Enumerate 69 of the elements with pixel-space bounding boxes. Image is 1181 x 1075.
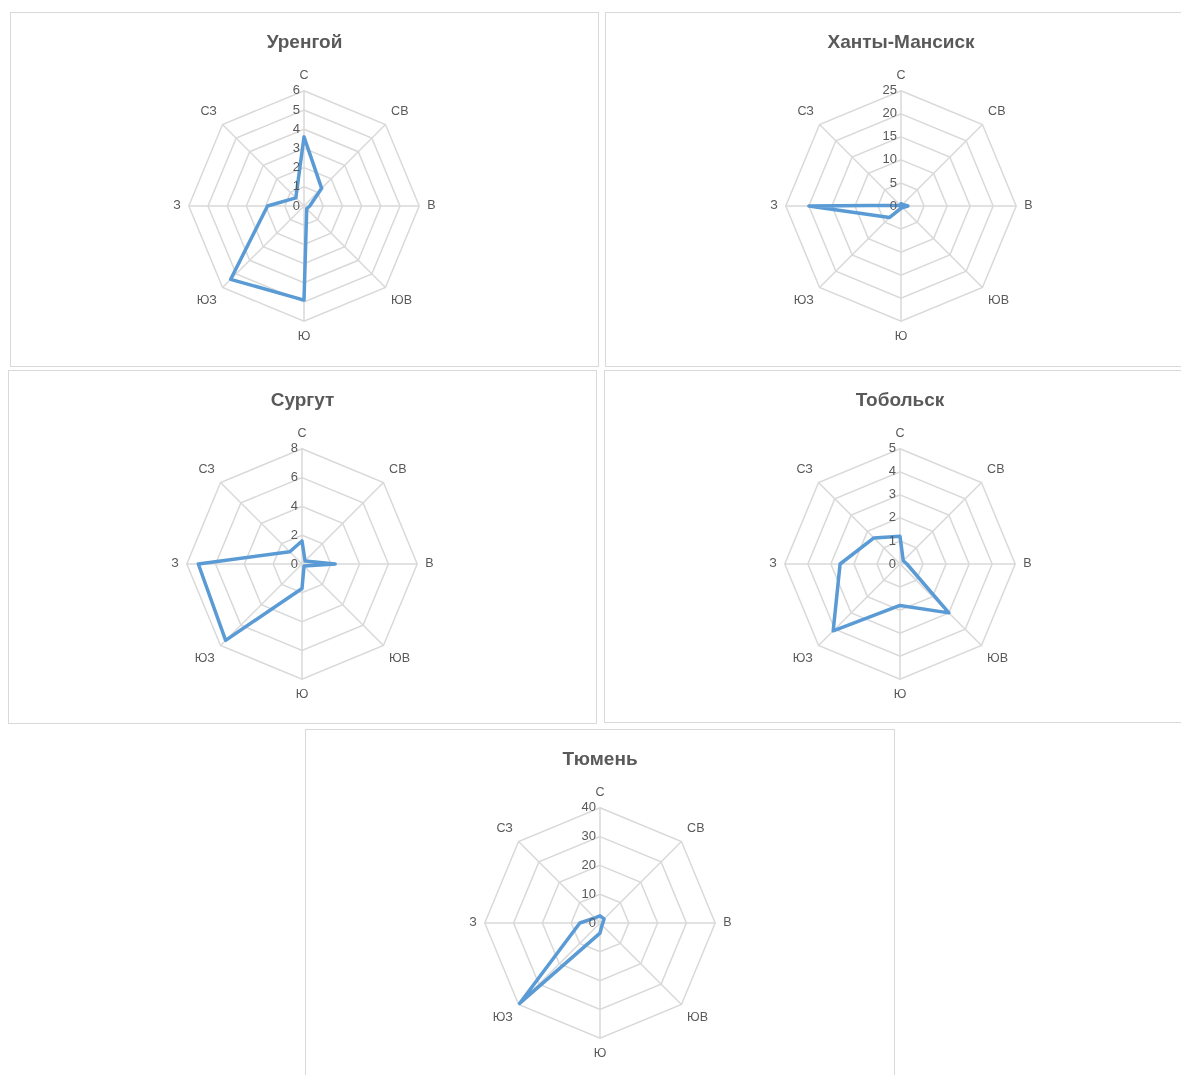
y-tick-label: 0 xyxy=(290,555,298,571)
y-tick-label: 20 xyxy=(581,856,596,872)
spoke-label: СЗ xyxy=(796,461,813,476)
spoke-label: С xyxy=(297,425,307,440)
chart-title: Уренгой xyxy=(266,30,343,52)
y-tick-label: 0 xyxy=(292,197,300,213)
spoke-label: З xyxy=(769,556,777,571)
y-tick-label: 2 xyxy=(290,526,298,542)
chart-title: Тюмень xyxy=(562,747,638,769)
spoke-label: ЮВ xyxy=(987,651,1009,666)
spoke-label: Ю xyxy=(297,329,311,344)
spoke-label: СВ xyxy=(687,820,705,835)
spoke-label: ЮВ xyxy=(391,293,413,308)
y-tick-label: 5 xyxy=(889,174,897,190)
spoke-label: В xyxy=(425,556,434,571)
y-tick-label: 30 xyxy=(581,828,596,844)
y-tick-label: 10 xyxy=(581,885,596,901)
y-tick-label: 8 xyxy=(290,440,298,456)
spoke-label: З xyxy=(770,198,778,213)
spoke-label: ЮВ xyxy=(687,1010,709,1025)
spoke-label: СВ xyxy=(988,103,1006,118)
chart-title: Тобольск xyxy=(855,388,945,410)
spoke-label: СВ xyxy=(389,461,407,476)
y-tick-label: 10 xyxy=(882,151,897,167)
spoke-label: В xyxy=(1023,556,1032,571)
spoke-label: С xyxy=(896,67,906,82)
spoke-label: СВ xyxy=(391,103,409,118)
y-tick-label: 4 xyxy=(292,120,300,136)
y-tick-label: 5 xyxy=(888,440,896,456)
y-tick-label: 2 xyxy=(888,509,896,525)
y-tick-label: 6 xyxy=(292,82,300,98)
spoke-label: ЮЗ xyxy=(792,651,813,666)
spoke-label: С xyxy=(895,425,905,440)
y-tick-label: 5 xyxy=(292,101,300,117)
spoke-label: Ю xyxy=(295,687,309,702)
y-tick-label: 3 xyxy=(292,139,300,155)
y-tick-label: 25 xyxy=(882,82,897,98)
spoke-label: Ю xyxy=(593,1046,607,1061)
spoke-label: В xyxy=(427,198,436,213)
spoke-label: В xyxy=(723,915,732,930)
y-tick-label: 40 xyxy=(581,799,596,815)
y-tick-label: 6 xyxy=(290,469,298,485)
spoke-label: З xyxy=(469,915,477,930)
spoke-label: З xyxy=(173,198,181,213)
y-tick-label: 4 xyxy=(290,497,298,513)
spoke-label: СЗ xyxy=(797,103,814,118)
y-tick-label: 20 xyxy=(882,105,897,121)
spoke-label: В xyxy=(1024,198,1033,213)
spoke-label: ЮЗ xyxy=(194,651,215,666)
y-tick-label: 0 xyxy=(888,555,896,571)
spoke-label: СЗ xyxy=(200,103,217,118)
spoke-label: С xyxy=(595,784,605,799)
chart-title: Сургут xyxy=(270,388,335,410)
chart-title: Ханты-Мансиск xyxy=(827,30,975,52)
spoke-label: СЗ xyxy=(198,461,215,476)
spoke-label: Ю xyxy=(894,329,908,344)
spoke-label: ЮВ xyxy=(988,293,1010,308)
spoke-label: СВ xyxy=(987,461,1005,476)
spoke-label: ЮВ xyxy=(389,651,411,666)
y-tick-label: 4 xyxy=(888,463,896,479)
y-tick-label: 3 xyxy=(888,486,896,502)
spoke-label: Ю xyxy=(893,687,907,702)
spoke-label: С xyxy=(299,67,309,82)
spoke-label: ЮЗ xyxy=(492,1010,513,1025)
spoke-label: З xyxy=(171,556,179,571)
spoke-label: СЗ xyxy=(496,820,513,835)
spoke-label: ЮЗ xyxy=(196,293,217,308)
y-tick-label: 15 xyxy=(882,128,897,144)
spoke-label: ЮЗ xyxy=(793,293,814,308)
